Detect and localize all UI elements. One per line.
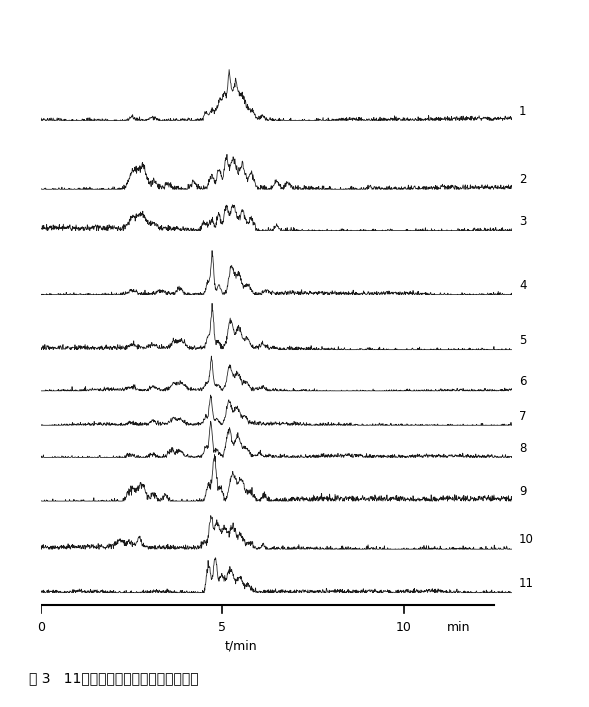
Text: 11: 11 (519, 577, 534, 590)
Text: 6: 6 (519, 375, 527, 388)
Text: 0: 0 (37, 621, 45, 634)
Text: 2: 2 (519, 173, 527, 187)
Text: 3: 3 (519, 215, 527, 228)
Text: min: min (447, 621, 471, 634)
Text: 9: 9 (519, 485, 527, 498)
Text: 7: 7 (519, 409, 527, 423)
Text: 10: 10 (519, 533, 534, 547)
Text: 5: 5 (519, 334, 527, 347)
Text: 8: 8 (519, 442, 527, 455)
Text: 4: 4 (519, 279, 527, 292)
Text: 图 3   11批半边旗生药的总离子流色谱图: 图 3 11批半边旗生药的总离子流色谱图 (29, 672, 199, 686)
Text: 1: 1 (519, 105, 527, 117)
Text: 10: 10 (396, 621, 412, 634)
Text: t/min: t/min (224, 639, 257, 653)
Text: 5: 5 (219, 621, 226, 634)
